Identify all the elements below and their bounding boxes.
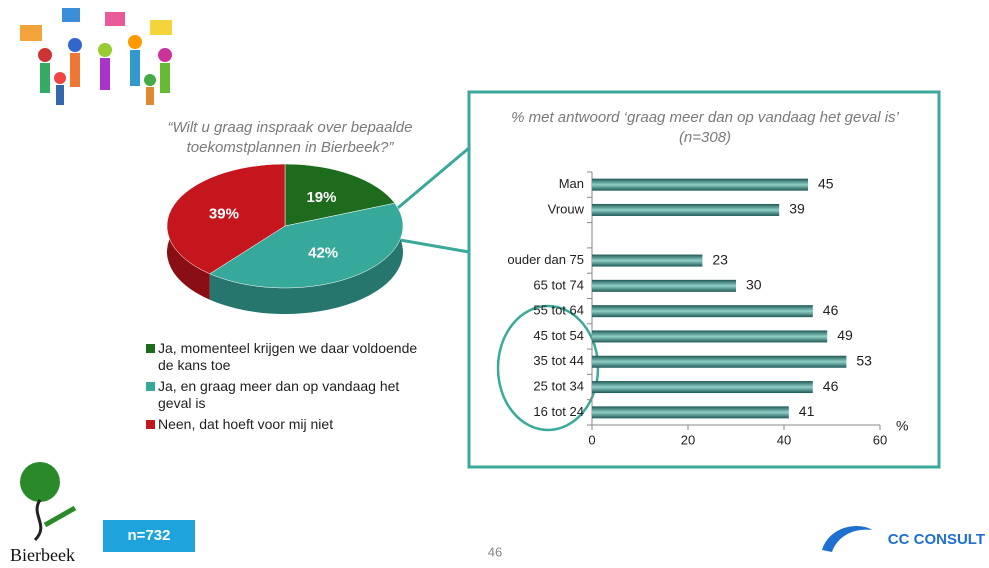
bar: [592, 203, 780, 216]
callout-line: [392, 146, 470, 214]
slice-label: 19%: [306, 189, 336, 206]
y-tick-label: ouder dan 75: [507, 252, 584, 267]
consult-logo: [822, 526, 872, 552]
legend: Ja, momenteel krijgen we daar voldoende …: [146, 340, 431, 437]
callout-box: [467, 90, 941, 469]
legend-item: Ja, en graag meer dan op vandaag het gev…: [146, 378, 431, 412]
sample-badge: n=732: [103, 520, 195, 552]
bar: [592, 254, 703, 267]
pie-side: [209, 203, 403, 314]
pie-title: “Wilt u graag inspraak over bepaalde toe…: [167, 119, 413, 156]
value-label: 46: [823, 302, 839, 318]
y-tick-label: 55 tot 64: [533, 303, 584, 318]
legend-swatch: [146, 382, 155, 391]
bar-title: % met antwoord ‘graag meer dan op vandaa…: [511, 109, 899, 146]
y-tick-label: 45 tot 54: [533, 328, 584, 343]
y-tick-label: 35 tot 44: [533, 353, 584, 368]
x-tick-label: 60: [873, 432, 887, 447]
value-label: 39: [789, 201, 805, 217]
page-number: 46: [488, 544, 502, 559]
bar: [592, 178, 808, 191]
bar: [592, 381, 813, 394]
value-label: 49: [837, 327, 853, 343]
bar: [592, 406, 789, 419]
value-label: 45: [818, 175, 834, 191]
y-tick-label: 65 tot 74: [533, 277, 584, 292]
legend-label: Ja, en graag meer dan op vandaag het gev…: [158, 378, 400, 411]
value-label: 41: [799, 403, 815, 419]
legend-item: Ja, momenteel krijgen we daar voldoende …: [146, 340, 431, 374]
bar: [592, 305, 813, 318]
bar: [592, 355, 847, 368]
y-tick-label: Vrouw: [548, 201, 585, 216]
x-tick-label: 0: [588, 432, 595, 447]
pie-slice: [209, 202, 404, 289]
x-tick-label: 20: [681, 432, 695, 447]
bar: [592, 330, 828, 343]
slice-label: 42%: [308, 245, 338, 262]
legend-label: Neen, dat hoeft voor mij niet: [158, 416, 334, 432]
x-axis-label: %: [896, 418, 908, 434]
legend-swatch: [146, 344, 155, 353]
pie-slice: [284, 163, 396, 227]
y-tick-label: Man: [559, 176, 584, 191]
value-label: 46: [823, 378, 839, 394]
legend-swatch: [146, 420, 155, 429]
logo-text: CC CONSULT: [888, 531, 985, 548]
bierbeek-logo: [20, 462, 77, 542]
pie-slice: [166, 163, 286, 275]
value-label: 53: [856, 352, 872, 368]
legend-label: Ja, momenteel krijgen we daar voldoende …: [158, 340, 418, 373]
value-label: 30: [746, 277, 762, 293]
logo-text: Bierbeek: [10, 545, 75, 565]
people-illustration: [20, 8, 172, 105]
value-label: 23: [712, 251, 728, 267]
slice-label: 39%: [209, 205, 239, 222]
y-tick-label: 16 tot 24: [533, 404, 584, 419]
y-tick-label: 25 tot 34: [533, 378, 584, 393]
x-tick-label: 40: [777, 432, 791, 447]
legend-item: Neen, dat hoeft voor mij niet: [146, 416, 431, 433]
highlight-ellipse: [496, 304, 600, 432]
callout-line: [399, 238, 470, 254]
bar: [592, 279, 736, 292]
